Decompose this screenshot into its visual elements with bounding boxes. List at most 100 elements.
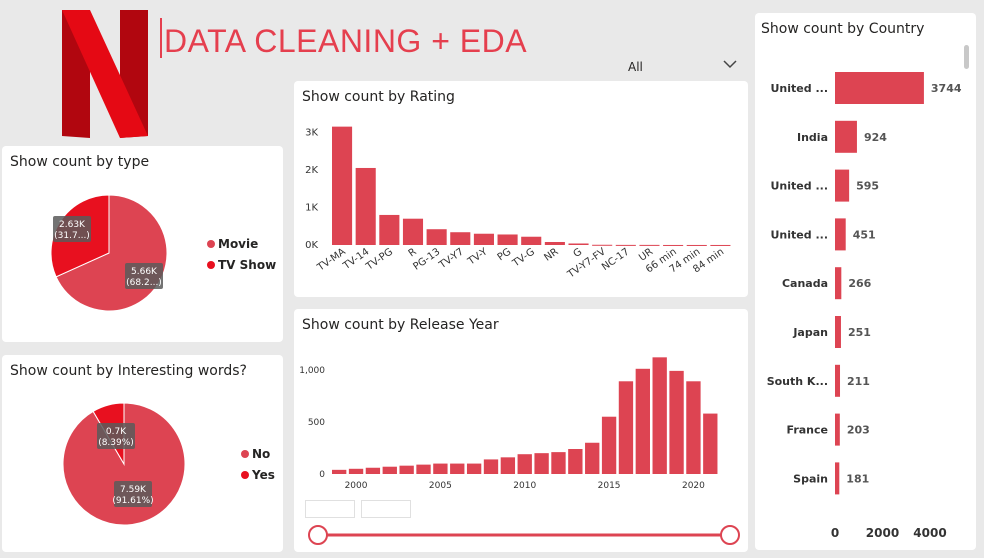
bar-year-2012 (551, 452, 566, 474)
y-tick-label: 2K (305, 165, 318, 176)
type-pie-chart: 5.66K(68.2...) 2.63K(31.7...) (50, 194, 168, 312)
data-label-value: 0.7K (106, 427, 127, 437)
filter-slicer[interactable]: All (620, 52, 746, 80)
x-tick-label: TV-PG (364, 246, 396, 273)
x-tick-label: 2015 (598, 481, 621, 491)
rating-card: Show count by Rating 0K 1K 2K 3K TV-MA TV-14 T… (294, 81, 748, 297)
slider-start-handle[interactable] (308, 525, 328, 545)
bar-year-2000 (348, 468, 364, 474)
chevron-down-icon (723, 60, 737, 69)
legend-item-movie[interactable]: Movie (207, 233, 276, 254)
x-tick-label: TV-Y (465, 246, 490, 268)
y-tick-label: Spain (793, 472, 828, 485)
words-legend: No Yes (241, 443, 275, 485)
data-label-value: 7.59K (120, 485, 147, 495)
bar-tv-14 (355, 167, 376, 245)
words-card: Show count by Interesting words? 7.59K (9… (2, 355, 283, 552)
bar-year-2013 (568, 449, 583, 474)
type-legend: Movie TV Show (207, 233, 276, 275)
x-tick-label: 2000 (866, 526, 899, 540)
data-label-percent: (31.7...) (54, 231, 90, 241)
legend-dot (241, 470, 249, 479)
x-tick-label: 2010 (513, 481, 536, 491)
data-label-bg (97, 423, 135, 449)
bar-r (402, 218, 424, 245)
data-label-percent: (91.61%) (112, 496, 153, 506)
x-tick-label: 2000 (345, 481, 368, 491)
year-end-input[interactable] (361, 500, 411, 518)
type-card-title: Show count by type (10, 154, 150, 170)
bar-year-2018 (652, 357, 667, 474)
year-start-input[interactable] (305, 500, 355, 518)
legend-dot (207, 260, 215, 269)
bar-year-2002 (382, 466, 397, 474)
data-label: 924 (864, 131, 887, 144)
bar-country-1 (835, 120, 857, 153)
bar-tv-y (473, 233, 494, 245)
data-label: 3744 (931, 82, 962, 95)
data-label: 595 (856, 180, 879, 193)
legend-dot (241, 449, 249, 458)
bar-country-3 (835, 218, 846, 251)
bar-year-2020 (686, 381, 701, 474)
bar-year-2014 (585, 442, 600, 474)
slicer-value: All (628, 60, 643, 74)
bar-year-1999 (332, 469, 347, 474)
country-card: Show count by Country United ... 3744 Indi… (755, 13, 976, 550)
bar-ur (639, 244, 660, 246)
legend-item-yes[interactable]: Yes (241, 464, 275, 485)
bar-year-2005 (433, 463, 448, 474)
data-label-value: 5.66K (131, 267, 158, 277)
y-tick-label: 1K (305, 202, 318, 213)
country-card-title: Show count by Country (761, 21, 925, 37)
type-card: Show count by type 5.66K (68.2...) 2.63K (3… (2, 146, 283, 342)
data-label: 251 (848, 326, 871, 339)
x-tick-label: 2005 (429, 481, 452, 491)
legend-item-tvshow[interactable]: TV Show (207, 254, 276, 275)
legend-dot (207, 239, 215, 248)
data-label: 203 (847, 424, 870, 437)
x-tick-label: NR (542, 246, 560, 263)
bar-country-6 (835, 364, 841, 397)
bar-country-5 (835, 316, 841, 348)
y-tick-label: United ... (771, 228, 829, 241)
bar-tv-ma (332, 126, 353, 245)
y-tick-label: Japan (792, 326, 828, 339)
bar-country-0 (835, 72, 924, 104)
y-tick-label: United ... (771, 180, 829, 193)
bar-tv-y7-fv (592, 244, 613, 246)
bar-country-4 (835, 267, 842, 300)
y-tick-label: South K... (767, 375, 828, 388)
data-label: 266 (848, 277, 871, 290)
bar-year-2015 (601, 416, 617, 474)
country-scrollbar[interactable] (964, 45, 969, 69)
bar-year-2008 (483, 459, 499, 474)
bar-year-2019 (669, 370, 684, 474)
legend-item-no[interactable]: No (241, 443, 275, 464)
data-label: 181 (846, 472, 869, 485)
words-pie-chart: 7.59K(91.61%) 0.7K(8.39%) (62, 402, 186, 526)
bar-country-8 (835, 462, 840, 495)
y-tick-label: 500 (308, 418, 325, 428)
y-tick-label: 1,000 (299, 366, 325, 376)
x-tick-label: PG-13 (411, 246, 442, 272)
bar-g (568, 243, 589, 245)
x-tick-label: TV-MA (315, 246, 348, 274)
y-tick-label: France (787, 424, 828, 437)
x-tick-label: TV-G (510, 246, 537, 269)
bar-nr (544, 241, 565, 245)
bar-tv-y7 (450, 232, 471, 245)
y-tick-label: Canada (782, 277, 828, 290)
data-label-bg (125, 263, 163, 289)
bar-country-2 (835, 169, 850, 202)
data-label-percent: (8.39%) (98, 438, 134, 448)
page-title: DATA CLEANING + EDA (160, 18, 527, 60)
rating-card-title: Show count by Rating (302, 89, 455, 105)
bar-year-2007 (466, 463, 482, 474)
bar-year-2003 (399, 465, 414, 474)
bar-year-2006 (450, 463, 465, 474)
data-label: 451 (853, 228, 876, 241)
bar-84-min (710, 244, 731, 246)
slider-end-handle[interactable] (720, 525, 740, 545)
